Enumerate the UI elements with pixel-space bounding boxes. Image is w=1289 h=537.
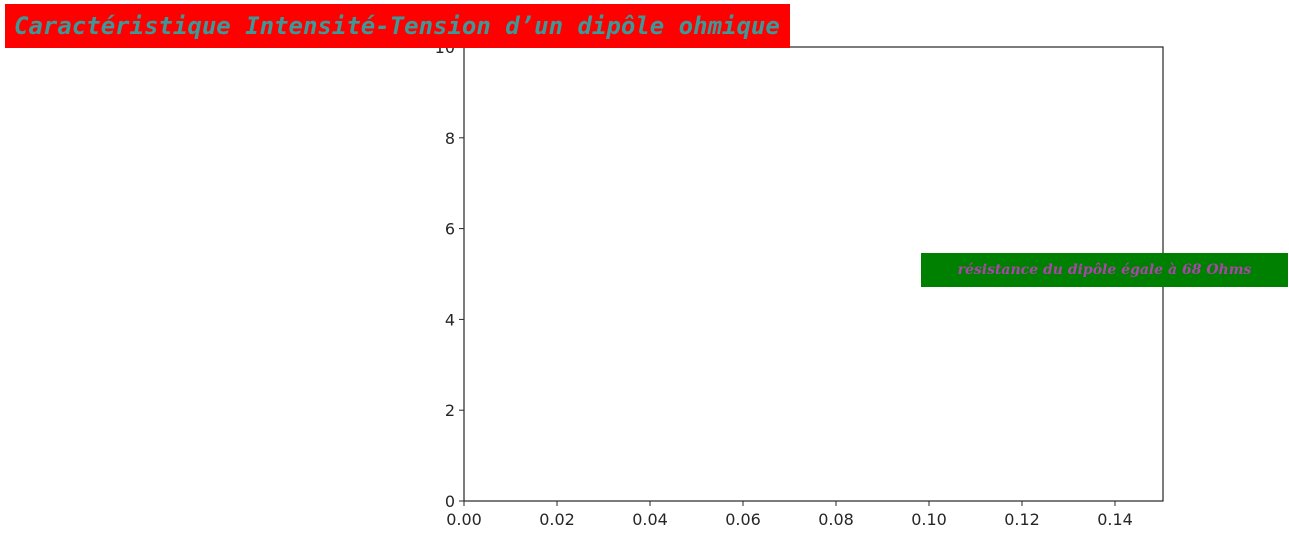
- x-tick-label: 0.10: [911, 510, 947, 529]
- x-tick-label: 0.08: [818, 510, 854, 529]
- x-tick-label: 0.12: [1004, 510, 1040, 529]
- resistance-annotation: résistance du dipôle égale à 68 Ohms: [921, 253, 1288, 287]
- x-tick-label: 0.04: [632, 510, 668, 529]
- x-tick-label: 0.00: [446, 510, 482, 529]
- y-tick-label: 8: [445, 129, 455, 148]
- x-tick-label: 0.14: [1097, 510, 1133, 529]
- x-axis: 0.00 0.02 0.04 0.06 0.08 0.10 0.12 0.14: [446, 501, 1133, 529]
- y-axis: 0246810: [435, 38, 464, 511]
- x-tick-label: 0.06: [725, 510, 761, 529]
- y-tick-label: 2: [445, 401, 455, 420]
- y-tick-label: 6: [445, 220, 455, 239]
- y-tick-label: 0: [445, 492, 455, 511]
- chart-title: Caractéristique Intensité-Tension d’un d…: [5, 4, 790, 48]
- y-tick-label: 4: [445, 310, 455, 329]
- x-tick-label: 0.02: [539, 510, 575, 529]
